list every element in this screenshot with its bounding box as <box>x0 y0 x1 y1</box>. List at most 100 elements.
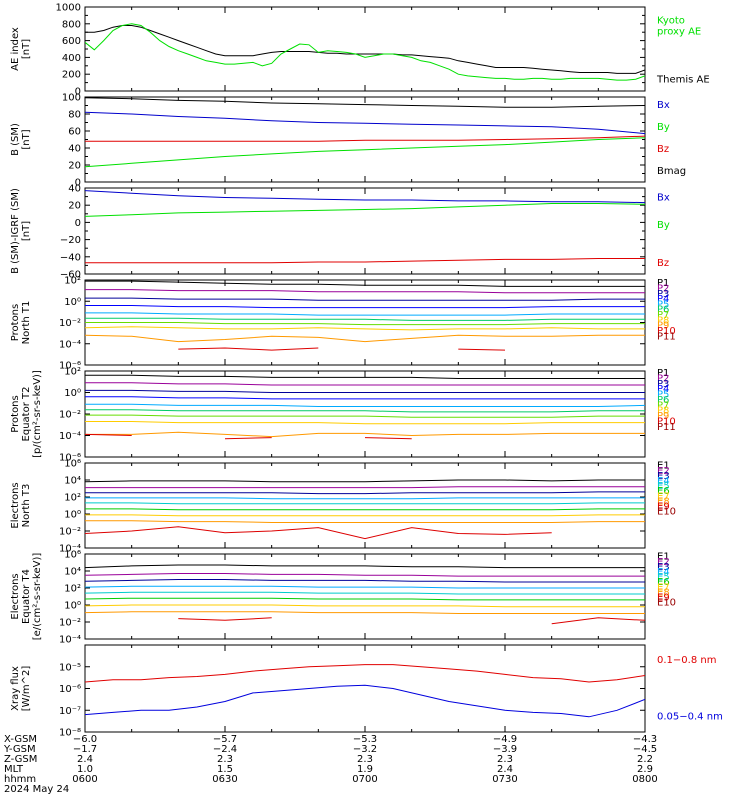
y-tick-label: 60 <box>68 127 81 138</box>
ephemeris-value: 2.2 <box>637 754 653 765</box>
legend-label: 0.1−0.8 nm <box>657 655 716 666</box>
legend-label: P10 <box>657 326 676 337</box>
legend-label: Bx <box>657 193 670 204</box>
ephemeris-value: 1.9 <box>357 764 373 775</box>
y-tick-label: 10² <box>64 584 81 595</box>
series-line-p10 <box>224 437 272 440</box>
y-tick-label: 20 <box>68 161 81 172</box>
series-line-p4 <box>85 396 645 400</box>
y-tick-label: 10⁻² <box>59 410 81 421</box>
ephemeris-value: −3.9 <box>493 744 517 755</box>
series-line-e8 <box>85 611 645 614</box>
legend-label: E5 <box>657 481 670 492</box>
legend-label: P1 <box>657 278 669 289</box>
y-tick-label: 10⁻² <box>59 527 81 538</box>
legend-label: P8 <box>657 406 669 417</box>
y-tick-label: 0 <box>75 178 81 189</box>
legend-label: E4 <box>657 567 670 578</box>
y-tick-label: 600 <box>62 36 81 47</box>
series-line-kyoto-proxy-ae <box>85 23 645 81</box>
legend-label: E6 <box>657 577 670 588</box>
y-tick-label: 200 <box>62 70 81 81</box>
series-line-p10 <box>458 348 506 351</box>
y-axis-label: Equator T2 <box>21 387 32 442</box>
ephemeris-value: 0600 <box>72 774 97 785</box>
panel-pequ: 10⁻⁶ 10⁻⁴ 10⁻² 10⁰ 10² Protons Equator T2 [p/(c… <box>10 367 676 464</box>
legend-label: P5 <box>657 390 669 401</box>
ephemeris-value: 0630 <box>212 774 237 785</box>
series-line-p1 <box>85 374 645 379</box>
y-tick-label: 10⁰ <box>64 601 81 612</box>
y-tick-label: 10² <box>64 367 81 378</box>
ephemeris-value: 2.3 <box>357 754 373 765</box>
legend-label: E8 <box>657 587 670 598</box>
y-tick-label: 10⁻⁴ <box>59 339 81 350</box>
legend-label: E2 <box>657 557 670 568</box>
series-line-p3 <box>85 389 645 393</box>
panel-frame <box>84 553 646 640</box>
legend-label: Bz <box>657 258 669 269</box>
y-tick-label: 10⁻⁶ <box>59 684 81 695</box>
legend-label: E8 <box>657 496 670 507</box>
y-axis-label: Protons <box>10 395 21 432</box>
series-line-e7 <box>85 604 645 608</box>
legend-label: P9 <box>657 411 669 422</box>
series-line-p7 <box>85 414 645 418</box>
y-tick-label: 20 <box>68 201 81 212</box>
y-axis-label: [nT] <box>21 39 32 59</box>
series-line-p1 <box>85 280 645 287</box>
y-tick-label: 10⁻⁴ <box>59 431 81 442</box>
y-tick-label: 10⁻⁸ <box>59 728 81 739</box>
y-axis-label: Electrons <box>10 482 21 528</box>
legend-label: Kyoto <box>657 16 685 27</box>
legend-label: P5 <box>657 299 669 310</box>
y-axis-label: Equator T4 <box>21 569 32 624</box>
ephemeris-value: 2.3 <box>497 754 513 765</box>
legend-label: By <box>657 122 670 133</box>
y-tick-label: 40 <box>68 144 81 155</box>
ephemeris-value: −4.5 <box>633 744 657 755</box>
series-line-e3 <box>85 491 645 495</box>
y-tick-label: 10⁰ <box>64 388 81 399</box>
y-tick-label: 800 <box>62 19 81 30</box>
y-tick-label: 100 <box>62 93 81 104</box>
y-tick-label: 80 <box>68 110 81 121</box>
legend-label: E1 <box>657 461 670 472</box>
series-line-e7 <box>85 514 645 517</box>
ephemeris-value: 2.4 <box>497 764 513 775</box>
ephemeris-value: 0730 <box>492 774 517 785</box>
series-line-e1 <box>85 564 645 569</box>
legend-label: E10 <box>657 507 676 518</box>
series-line-p5 <box>85 403 645 407</box>
legend-label: P6 <box>657 305 669 316</box>
legend-label: E1 <box>657 552 670 563</box>
ephemeris-row-label: hhmm <box>4 774 36 785</box>
series-line-e6 <box>85 508 645 511</box>
legend-label: Themis AE <box>656 74 710 85</box>
series-line-e1 <box>85 479 645 483</box>
y-tick-label: 10⁻² <box>59 318 81 329</box>
panel-bsm: 0 20 40 60 80 100 B (SM) [nT] Bx By Bz Bmag <box>10 93 686 189</box>
legend-label: P3 <box>657 379 669 390</box>
y-axis-label: [e/(cm²-s-sr-keV)] <box>32 553 43 641</box>
series-line-p5 <box>85 312 645 316</box>
y-tick-label: 10⁻⁴ <box>59 544 81 555</box>
ephemeris-value: −5.3 <box>353 734 377 745</box>
series-line-e5 <box>85 502 645 505</box>
series-line-p6 <box>85 409 645 413</box>
legend-label: E3 <box>657 471 670 482</box>
ephemeris-value: 1.5 <box>217 764 233 775</box>
y-tick-label: −60 <box>60 270 81 281</box>
y-axis-label: [W/m^2] <box>21 666 32 712</box>
y-tick-label: 10² <box>64 276 81 287</box>
legend-label: P11 <box>657 331 676 342</box>
ephemeris-row-label: Z-GSM <box>4 754 37 765</box>
series-line-p8 <box>85 326 645 331</box>
series-line-themis-ae <box>85 25 645 74</box>
legend-label: By <box>657 220 670 231</box>
series-line-bz <box>85 135 645 142</box>
ephemeris-value: 2.4 <box>77 754 93 765</box>
